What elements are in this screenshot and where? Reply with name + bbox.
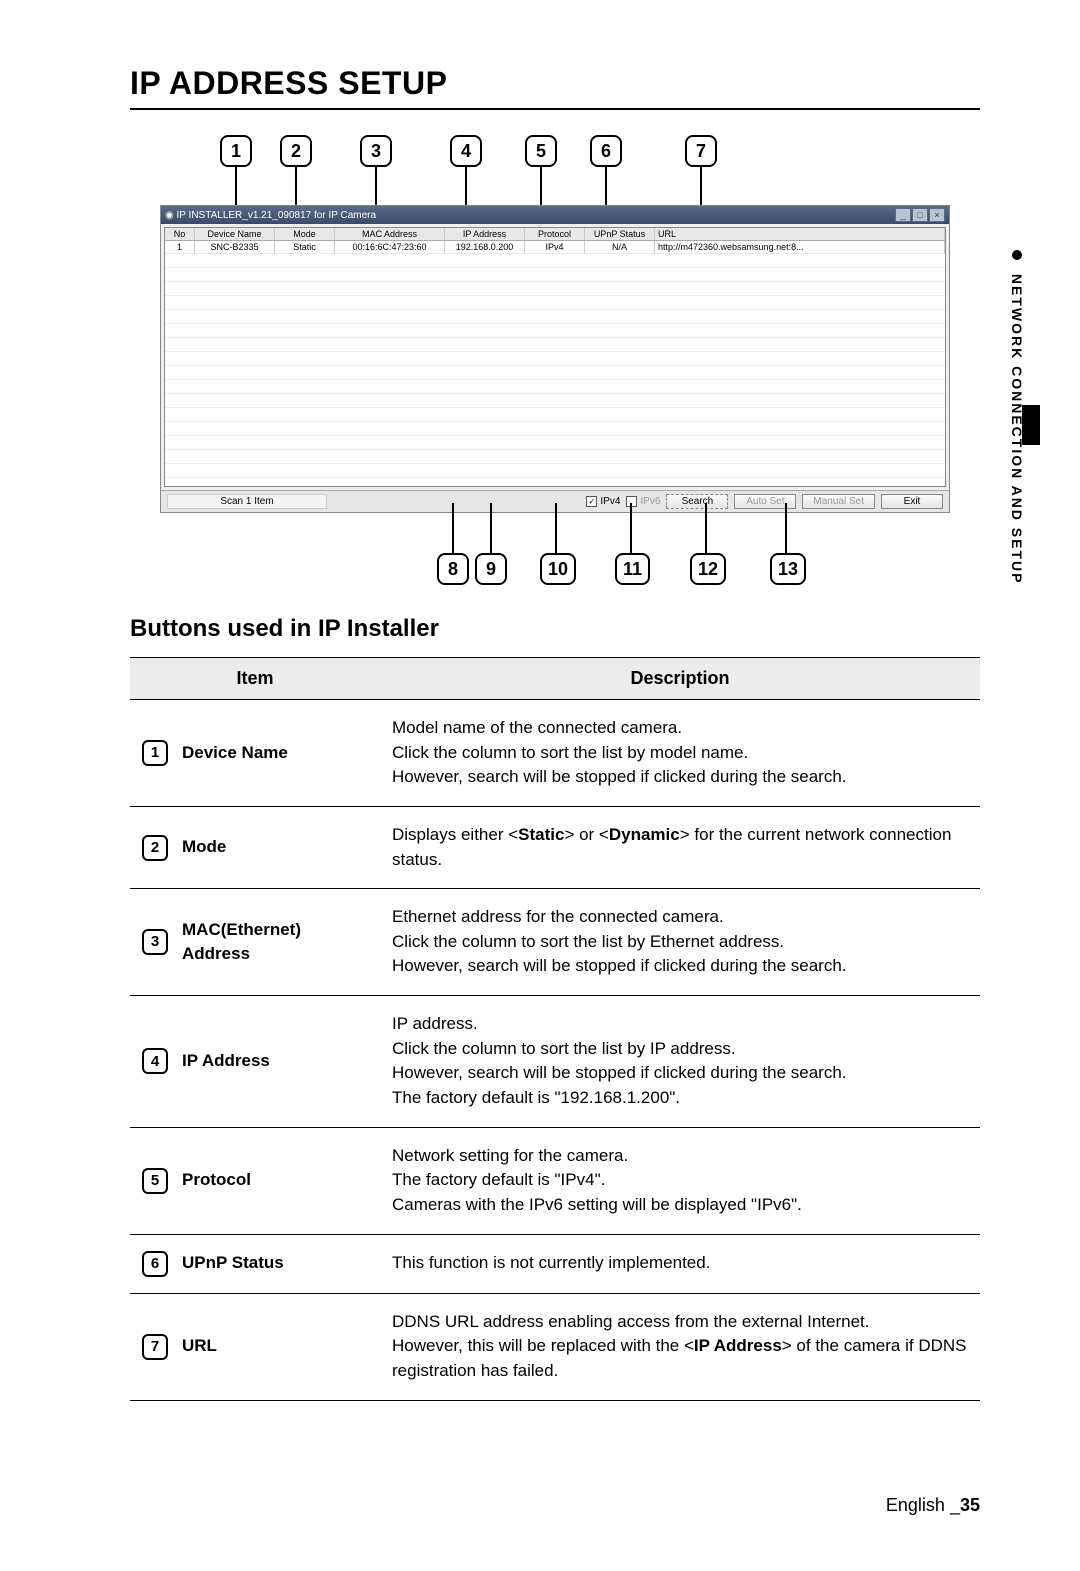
item-label: Protocol	[182, 1168, 251, 1193]
item-number: 2	[142, 835, 168, 861]
footer-page: 35	[960, 1495, 980, 1515]
ipv6-checkbox-box	[626, 496, 637, 507]
item-description: IP address.Click the column to sort the …	[380, 996, 980, 1128]
callout-bubble: 1	[220, 135, 252, 167]
item-description: Model name of the connected camera.Click…	[380, 700, 980, 807]
table-row: 4 IP Address IP address.Click the column t…	[130, 996, 980, 1128]
page-title: IP ADDRESS SETUP	[130, 65, 980, 110]
callout-bubble: 7	[685, 135, 717, 167]
ipv4-checkbox-box: ✓	[586, 496, 597, 507]
cell-device: SNC-B2335	[195, 241, 275, 254]
item-label: IP Address	[182, 1049, 270, 1074]
table-row: 3 MAC(Ethernet) AddressEthernet address f…	[130, 889, 980, 996]
item-description: DDNS URL address enabling access from th…	[380, 1293, 980, 1400]
cell-no: 1	[165, 241, 195, 254]
scan-status: Scan 1 Item	[167, 494, 327, 509]
callout-bubble: 12	[690, 553, 726, 585]
cell-mac: 00:16:6C:47:23:60	[335, 241, 445, 254]
item-description: Network setting for the camera.The facto…	[380, 1127, 980, 1234]
minimize-button[interactable]: _	[895, 208, 911, 222]
item-label: Device Name	[182, 741, 288, 766]
item-label: Mode	[182, 835, 226, 860]
col-url[interactable]: URL	[655, 228, 945, 240]
description-tbody: 1 Device Name Model name of the connected …	[130, 700, 980, 1401]
window-title: IP INSTALLER_v1.21_090817 for IP Camera	[177, 210, 377, 221]
section-heading: Buttons used in IP Installer	[130, 615, 980, 643]
table-header-item: Item	[130, 658, 380, 700]
grid-header[interactable]: No Device Name Mode MAC Address IP Addre…	[165, 228, 945, 241]
page-footer: English _35	[886, 1495, 980, 1516]
item-label: MAC(Ethernet) Address	[182, 918, 368, 967]
cell-protocol: IPv4	[525, 241, 585, 254]
callout-bubble: 2	[280, 135, 312, 167]
ipv6-checkbox-label: IPv6	[640, 496, 660, 507]
cell-mode: Static	[275, 241, 335, 254]
col-upnp[interactable]: UPnP Status	[585, 228, 655, 240]
callout-bubble: 13	[770, 553, 806, 585]
manual-set-button[interactable]: Manual Set	[802, 494, 875, 509]
callout-bubble: 9	[475, 553, 507, 585]
device-grid: No Device Name Mode MAC Address IP Addre…	[164, 227, 946, 487]
callout-bubble: 11	[615, 553, 650, 585]
footer-lang: English	[886, 1495, 945, 1515]
cell-upnp: N/A	[585, 241, 655, 254]
callout-bubble: 8	[437, 553, 469, 585]
table-row: 7 URL DDNS URL address enabling access fro…	[130, 1293, 980, 1400]
figure: 1234567 ◉ IP INSTALLER_v1.21_090817 for …	[130, 135, 980, 585]
table-row: 5 Protocol Network setting for the camera.…	[130, 1127, 980, 1234]
item-number: 6	[142, 1251, 168, 1277]
item-label: UPnP Status	[182, 1251, 284, 1276]
item-number: 5	[142, 1168, 168, 1194]
grid-row[interactable]: 1 SNC-B2335 Static 00:16:6C:47:23:60 192…	[165, 241, 945, 254]
item-number: 4	[142, 1048, 168, 1074]
col-ip[interactable]: IP Address	[445, 228, 525, 240]
col-no[interactable]: No	[165, 228, 195, 240]
window-titlebar: ◉ IP INSTALLER_v1.21_090817 for IP Camer…	[161, 206, 949, 224]
callout-bubble: 6	[590, 135, 622, 167]
item-description: Ethernet address for the connected camer…	[380, 889, 980, 996]
col-mac[interactable]: MAC Address	[335, 228, 445, 240]
table-row: 6 UPnP Status This function is not current…	[130, 1234, 980, 1293]
ipv4-checkbox[interactable]: ✓ IPv4	[586, 496, 620, 507]
auto-set-button[interactable]: Auto Set	[734, 494, 796, 509]
callout-bubble: 5	[525, 135, 557, 167]
bullet-icon	[1012, 250, 1022, 260]
description-table: Item Description 1 Device Name Model name …	[130, 657, 980, 1401]
item-label: URL	[182, 1334, 217, 1359]
col-device[interactable]: Device Name	[195, 228, 275, 240]
callout-bubble: 10	[540, 553, 576, 585]
side-thumb-index	[1022, 405, 1040, 445]
item-description: This function is not currently implement…	[380, 1234, 980, 1293]
grid-empty	[165, 254, 945, 486]
item-number: 3	[142, 929, 168, 955]
ipv4-checkbox-label: IPv4	[600, 496, 620, 507]
col-protocol[interactable]: Protocol	[525, 228, 585, 240]
item-description: Displays either <Static> or <Dynamic> fo…	[380, 806, 980, 888]
table-header-desc: Description	[380, 658, 980, 700]
cell-ip: 192.168.0.200	[445, 241, 525, 254]
app-window: ◉ IP INSTALLER_v1.21_090817 for IP Camer…	[160, 205, 950, 513]
col-mode[interactable]: Mode	[275, 228, 335, 240]
table-row: 1 Device Name Model name of the connected …	[130, 700, 980, 807]
callout-bubble: 4	[450, 135, 482, 167]
item-number: 1	[142, 740, 168, 766]
footer-sep: _	[950, 1495, 960, 1515]
item-number: 7	[142, 1334, 168, 1360]
maximize-button[interactable]: □	[912, 208, 928, 222]
callout-bubble: 3	[360, 135, 392, 167]
close-button[interactable]: ×	[929, 208, 945, 222]
window-icon: ◉	[165, 210, 174, 221]
table-row: 2 Mode Displays either <Static> or <Dynami…	[130, 806, 980, 888]
cell-url: http://m472360.websamsung.net:8...	[655, 241, 945, 254]
exit-button[interactable]: Exit	[881, 494, 943, 509]
search-button[interactable]: Search	[666, 494, 728, 509]
